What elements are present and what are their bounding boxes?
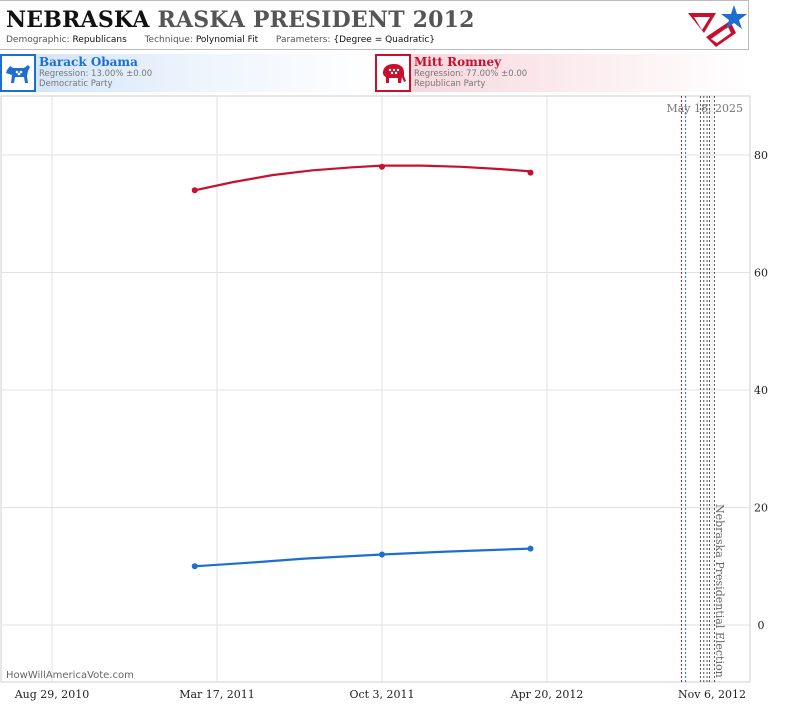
candidate-party: Republican Party [414,79,486,89]
page-title: NEBRASKA RASKA PRESIDENT 2012 [6,7,475,33]
current-date-label: May 18, 2025 [666,102,743,115]
data-point [191,187,198,194]
data-point [379,163,385,170]
chart-parameters: Demographic: Republicans Technique: Poly… [6,35,435,45]
chart-series [191,163,534,570]
demographic-value: Republicans [72,35,127,45]
data-point [527,169,534,176]
data-point [191,563,198,570]
election-markers [680,96,715,682]
x-tick-label: Nov 6, 2012 [678,688,746,701]
elephant-icon [375,54,411,92]
x-tick-label: Oct 3, 2011 [349,688,414,701]
site-logo-icon [688,5,747,47]
candidate-party: Democratic Party [39,79,113,89]
x-tick-label: Apr 20, 2012 [510,688,584,701]
title-state: NEBRASKA [6,7,150,33]
y-tick-label: 0 [758,619,765,632]
technique-value: Polynomial Fit [195,35,259,45]
title-race: RASKA PRESIDENT 2012 [157,7,475,33]
parameters-label: Parameters: [275,35,331,45]
y-tick-label: 40 [754,384,768,397]
x-tick-label: Aug 29, 2010 [14,688,90,701]
candidate-regression: Regression: 77.00% ±0.00 [414,69,528,79]
plot-border [0,95,751,683]
donkey-icon [0,54,36,92]
election-day-label: Nebraska Presidential Election [713,504,726,678]
chart-header: NEBRASKA RASKA PRESIDENT 2012 Demographi… [0,0,749,50]
series-line [194,164,531,192]
data-point [527,545,534,552]
x-tick-label: Mar 17, 2011 [179,688,255,701]
candidate-name: Barack Obama [39,55,138,69]
watermark: HowWillAmericaVote.com [6,670,134,681]
chart-grid [0,95,751,683]
candidate-panel-romney[interactable]: Mitt Romney Regression: 77.00% ±0.00 Rep… [375,54,747,92]
series-line [194,547,531,568]
technique-label: Technique: [144,35,193,45]
candidate-name: Mitt Romney [414,55,502,69]
y-tick-label: 80 [754,149,768,162]
demographic-label: Demographic: [6,35,70,45]
x-axis: Aug 29, 2010 Mar 17, 2011 Oct 3, 2011 Apr 2… [14,688,746,701]
y-tick-label: 20 [754,502,768,515]
y-tick-label: 60 [754,267,768,280]
candidate-regression: Regression: 13.00% ±0.00 [39,69,153,79]
data-point [379,551,385,558]
y-axis: 0 20 40 60 80 [754,149,768,632]
candidate-panel-obama[interactable]: Barack Obama Regression: 13.00% ±0.00 De… [0,54,374,92]
parameters-value: {Degree = Quadratic} [333,35,436,45]
